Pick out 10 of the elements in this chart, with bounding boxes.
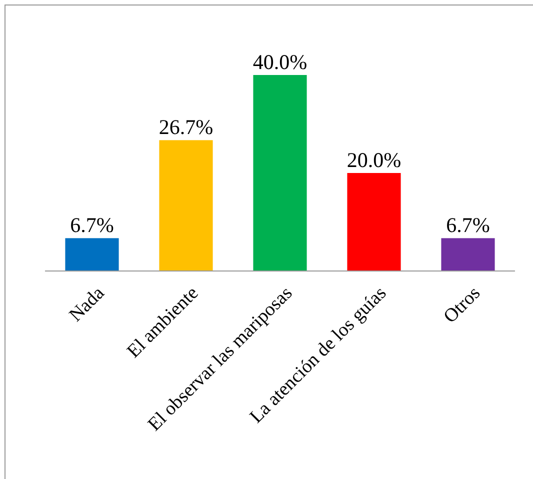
data-label: 20.0% — [346, 148, 402, 172]
data-label: 26.7% — [158, 115, 214, 140]
data-label: 40.0% — [252, 50, 308, 74]
bar — [159, 140, 213, 271]
bar — [253, 75, 307, 271]
bar — [65, 238, 119, 271]
bar — [441, 238, 495, 271]
bar — [347, 173, 401, 271]
data-label: 6.7% — [446, 213, 490, 238]
data-label: 6.7% — [70, 213, 114, 238]
